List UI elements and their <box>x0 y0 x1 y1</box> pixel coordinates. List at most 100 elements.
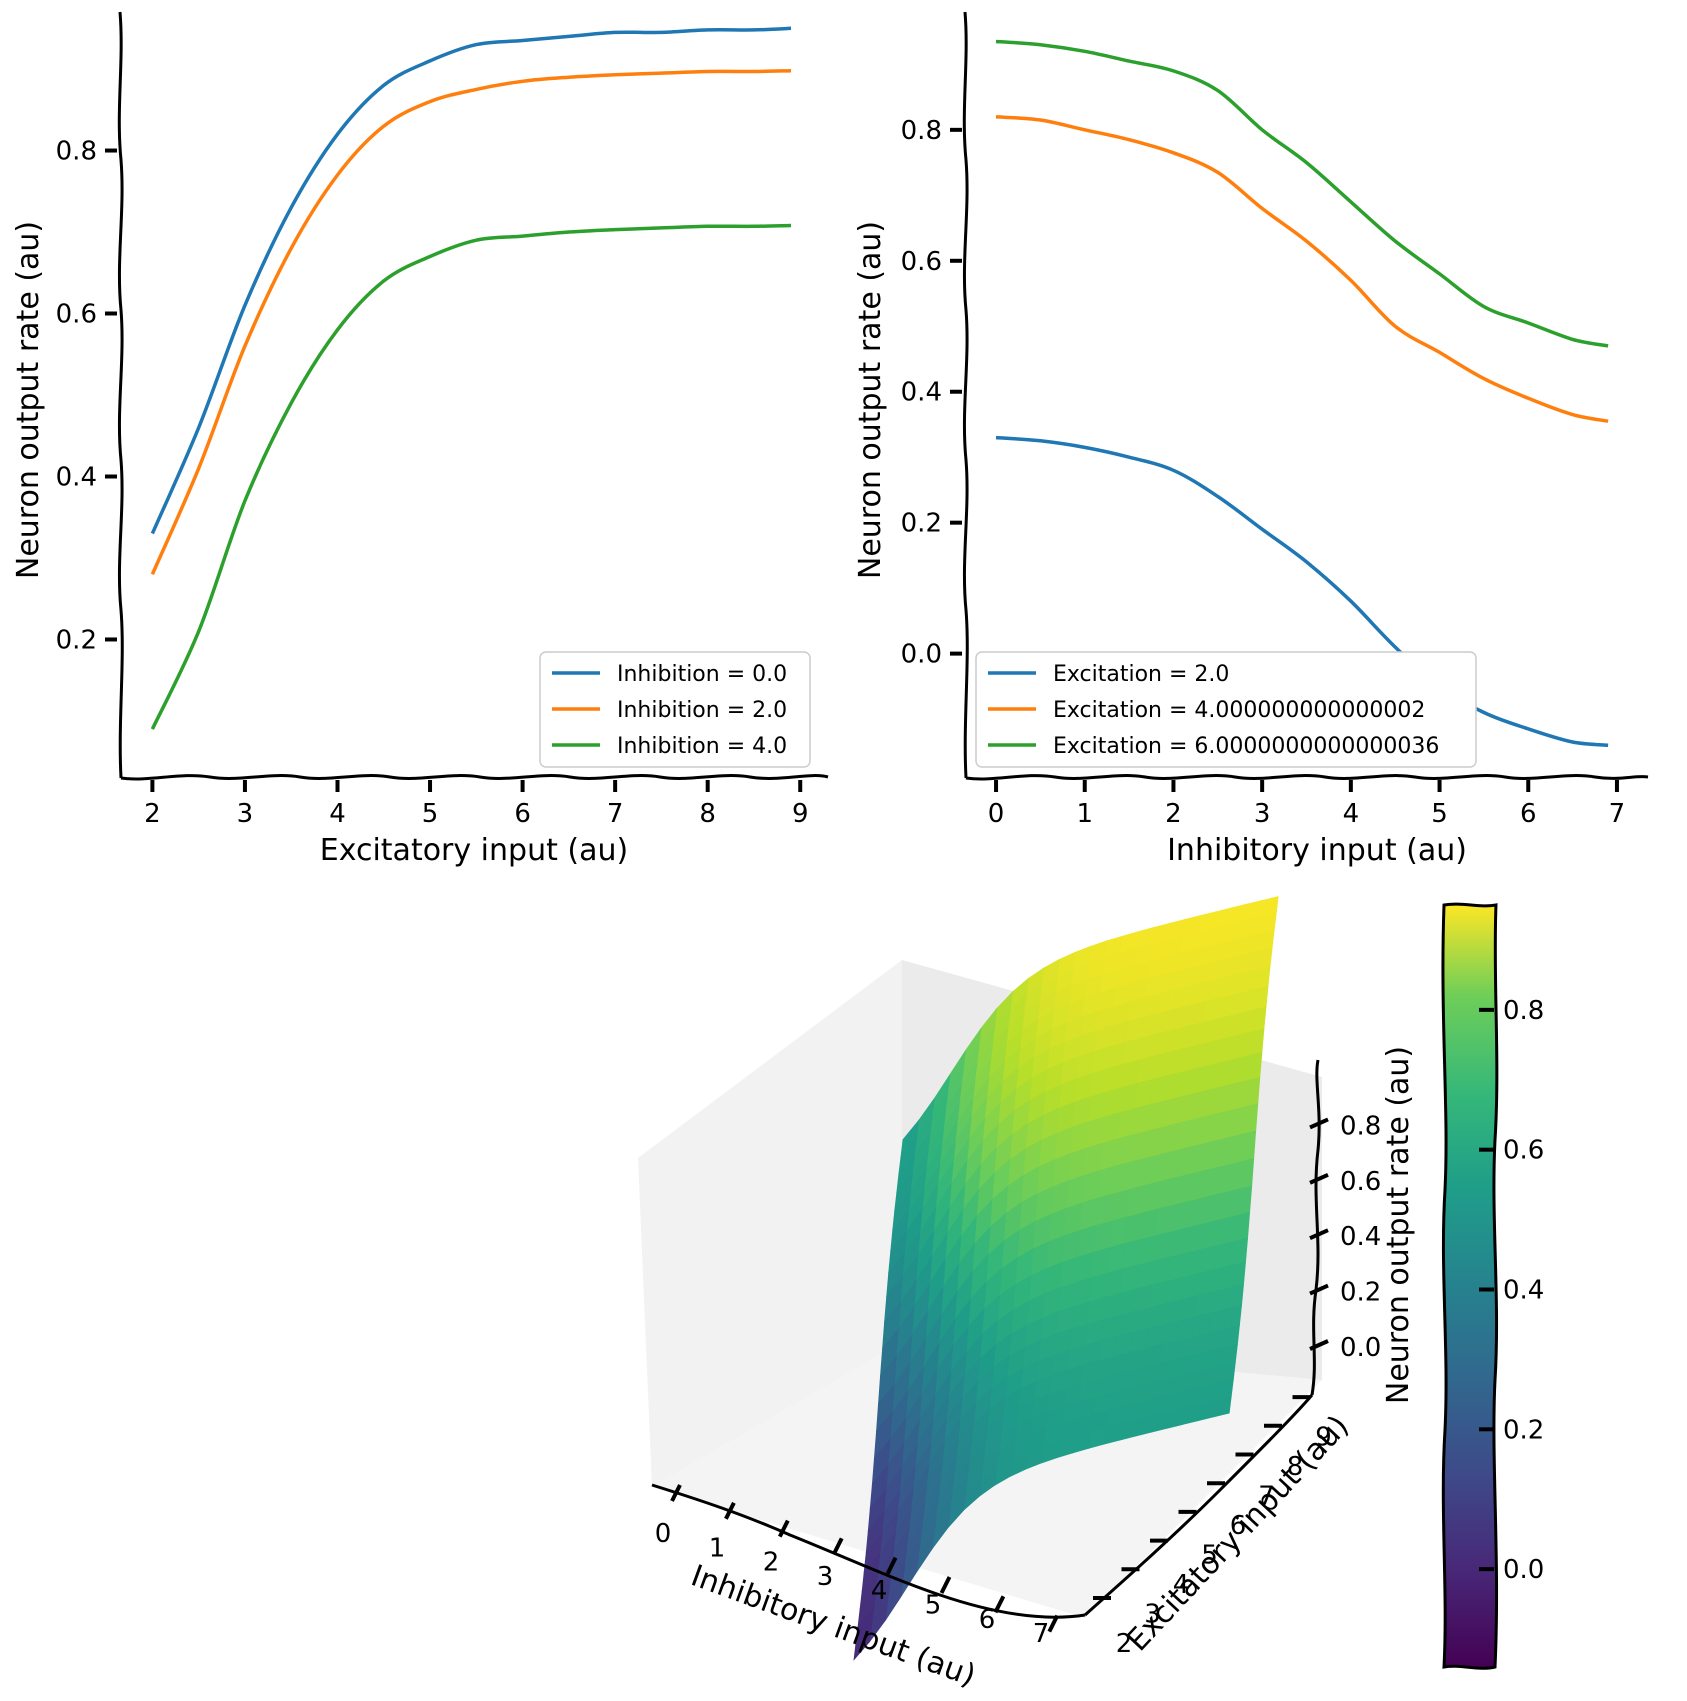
z-tick-label: 0.0 <box>1340 1333 1381 1363</box>
x-tick-label: 5 <box>422 799 439 829</box>
surface-cell <box>1165 1071 1185 1102</box>
surface-cell <box>1126 1185 1145 1218</box>
surface-cell <box>1206 1138 1225 1171</box>
surface-cell <box>1137 1235 1157 1266</box>
y-tick-label: 0.2 <box>901 509 942 539</box>
y-tick-label: 7 <box>1258 1482 1275 1512</box>
surface-cell <box>1094 1193 1114 1227</box>
surface-cell <box>1096 1165 1116 1199</box>
x-tick-mark <box>670 1484 682 1502</box>
surface-cell <box>1204 1165 1223 1199</box>
y-axis-spine <box>962 11 969 779</box>
legend-label-inhibition-2: Inhibition = 2.0 <box>617 698 787 723</box>
surface-cell <box>1196 1063 1216 1094</box>
x-tick-label: 3 <box>1254 799 1271 829</box>
surface-cell <box>1184 1223 1204 1254</box>
y-tick-label: 3 <box>1144 1600 1161 1630</box>
z-tick-label: 0.4 <box>1340 1222 1381 1252</box>
y-tick-label: 2 <box>1116 1629 1133 1659</box>
surface-cell <box>1231 1212 1251 1243</box>
surface-cell <box>1208 1110 1227 1144</box>
x-tick-label: 8 <box>699 799 716 829</box>
series-line-2 <box>995 115 1609 423</box>
z-tick-mark <box>1309 1172 1329 1185</box>
chart-panel-excitatory: 2 3 4 5 6 7 8 9 0.2 0.4 0.6 0.8 Excitatory input (… <box>11 11 829 868</box>
x-tick-label: 0 <box>988 799 1005 829</box>
x-axis-label: Inhibitory input (au) <box>1167 833 1467 868</box>
z-tick-label: 0.8 <box>1340 1111 1381 1141</box>
surface-cell <box>1202 1193 1221 1225</box>
x-tick-label: 1 <box>1076 799 1093 829</box>
legend-label-excitation-2: Excitation = 2.0 <box>1053 662 1229 687</box>
surface-cell <box>1182 1249 1202 1278</box>
surface-cell <box>1159 1149 1179 1183</box>
y-tick-label: 9 <box>1315 1423 1332 1453</box>
surface-cell <box>1217 1189 1237 1221</box>
surface-cell <box>1114 1134 1134 1167</box>
surface-cell <box>1163 1096 1183 1128</box>
colorbar-tick-label: 0.2 <box>1503 1415 1544 1445</box>
y-tick-label: 6 <box>1230 1511 1247 1541</box>
surface-cell <box>1135 1260 1155 1290</box>
legend-label-inhibition-4: Inhibition = 4.0 <box>617 734 787 759</box>
surface-cell <box>1124 1212 1143 1245</box>
colorbar-tick-label: 0.6 <box>1503 1136 1544 1166</box>
legend-label-excitation-4: Excitation = 4.000000000000002 <box>1053 698 1425 723</box>
y-tick-label: 0.8 <box>901 116 942 146</box>
x-tick-label: 6 <box>514 799 531 829</box>
y-axis-label: Neuron output rate (au) <box>11 221 46 579</box>
surface-cell <box>1155 1204 1174 1237</box>
surface-cell <box>1215 1215 1235 1247</box>
x-tick-label: 5 <box>925 1591 942 1621</box>
surface-cell <box>1228 1055 1247 1086</box>
z-tick-mark <box>1309 1339 1329 1351</box>
legend-frame <box>975 651 1477 768</box>
x-tick-label: 3 <box>237 799 254 829</box>
z-axis-label: Neuron output rate (au) <box>1381 1046 1416 1404</box>
surface-cell <box>1134 1078 1153 1110</box>
surface-cell <box>1171 1200 1190 1233</box>
x-tick-label: 7 <box>607 799 624 829</box>
surface-cell <box>1161 1122 1181 1155</box>
surface-cell <box>1112 1161 1132 1195</box>
surface-cell <box>1130 1130 1149 1163</box>
surface-cell <box>1230 1032 1249 1061</box>
y-tick-label: 0.6 <box>56 300 97 330</box>
colorbar: 0.0 0.2 0.4 0.6 0.8 <box>1441 902 1544 1670</box>
x-tick-label: 2 <box>763 1548 780 1578</box>
x-tick-label: 6 <box>1520 799 1537 829</box>
colorbar-tick-label: 0.4 <box>1503 1275 1544 1305</box>
x-tick-mark <box>831 1537 844 1556</box>
surface-cell <box>1181 1067 1200 1098</box>
y-axis-line <box>1084 1394 1314 1617</box>
surface-cell <box>1219 1161 1239 1195</box>
chart-panel-inhibitory: 0 1 2 3 4 5 6 7 0.0 0.2 0.4 0.6 0.8 Inhibitory inpu… <box>853 11 1649 868</box>
surface-cell <box>1141 1181 1161 1214</box>
surface-cell <box>1139 1208 1159 1241</box>
surface-cell <box>1212 1059 1232 1090</box>
surface-cell <box>1221 1134 1241 1167</box>
surface-cell <box>1188 1169 1208 1202</box>
surface-cell <box>853 1623 873 1661</box>
back-pane-left <box>638 960 902 1487</box>
x-tick-label: 3 <box>817 1562 834 1592</box>
surface-cell <box>1168 1227 1188 1258</box>
surface-cell <box>1233 1185 1253 1218</box>
surface-cell <box>1200 1219 1219 1251</box>
surface-cell <box>1143 1153 1163 1187</box>
surface-cell <box>1179 1092 1198 1124</box>
z-tick-mark <box>1309 1117 1329 1130</box>
x-tick-label: 9 <box>792 799 809 829</box>
z-tick-label: 0.2 <box>1340 1278 1381 1308</box>
y-tick-label: 0.6 <box>901 247 942 277</box>
surface-cell <box>1243 1051 1263 1082</box>
x-tick-label: 6 <box>979 1605 996 1635</box>
colorbar-tick-label: 0.8 <box>1503 996 1544 1026</box>
surface-cell <box>1153 1231 1172 1262</box>
surface-cell <box>1190 1141 1210 1175</box>
x-axis-label: Excitatory input (au) <box>320 833 628 868</box>
surface-cell <box>1194 1088 1214 1120</box>
surface-cell <box>1229 1237 1249 1267</box>
surface-cell <box>1210 1084 1230 1116</box>
